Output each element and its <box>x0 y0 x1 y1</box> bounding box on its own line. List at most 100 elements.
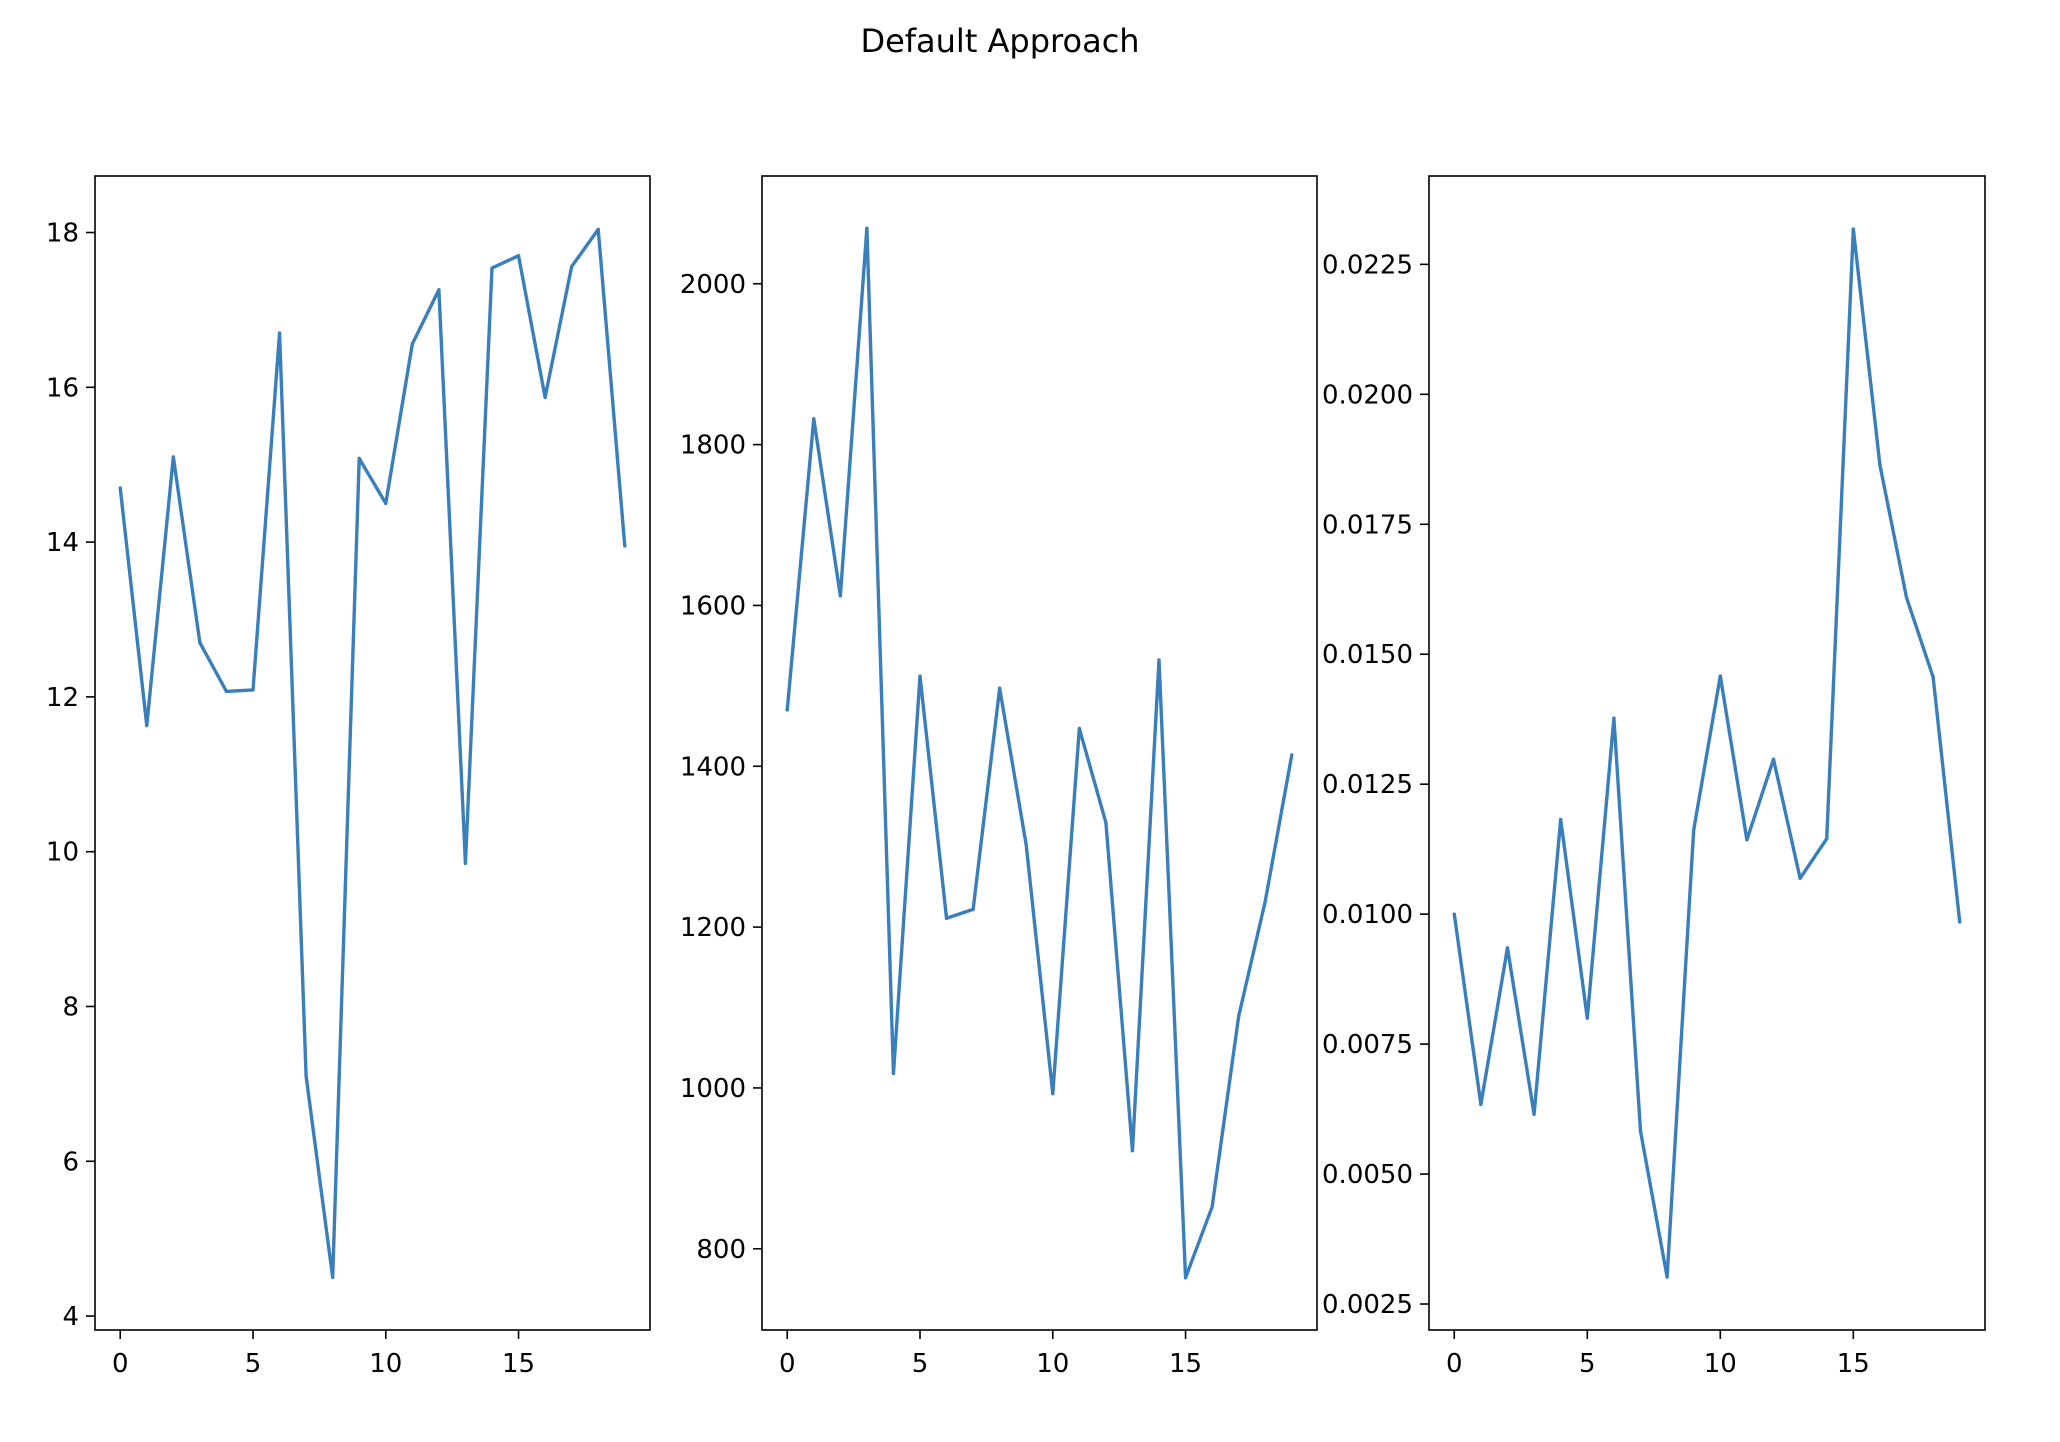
y-tick-label: 2000 <box>680 270 746 300</box>
y-tick-label: 16 <box>46 373 79 403</box>
data-point <box>569 264 574 269</box>
data-point <box>1771 757 1776 761</box>
y-tick-label: 18 <box>46 219 79 249</box>
subplot-1: 0 5 10 15 4 6 8 10 12 14 16 18 <box>46 175 651 1379</box>
x-tick-label: 0 <box>112 1349 129 1379</box>
data-point <box>918 674 922 678</box>
data-point <box>224 689 229 694</box>
data-point <box>490 266 494 270</box>
data-point <box>971 907 975 912</box>
y-tick-label: 0.0125 <box>1322 770 1413 800</box>
data-point <box>785 708 789 712</box>
x-tick-label: 15 <box>502 1349 535 1379</box>
y-tick-label: 0.0075 <box>1322 1030 1413 1060</box>
data-point <box>1665 1275 1669 1279</box>
data-point <box>516 254 521 258</box>
y-tick-label: 1600 <box>680 591 746 621</box>
data-point <box>1130 1148 1135 1153</box>
data-point <box>1051 1091 1055 1096</box>
data-point <box>1263 899 1267 904</box>
data-point <box>384 501 388 506</box>
y-tick-label: 14 <box>46 528 79 558</box>
subplot-3: 0 5 10 15 0.0025 0.0050 0.0075 0.0100 0.0125 0.01… <box>1322 175 1986 1379</box>
y-tick-label: 0.0225 <box>1322 250 1413 280</box>
y-tick-label: 1800 <box>680 431 746 461</box>
data-point <box>1236 1014 1241 1019</box>
x-tick-label: 0 <box>1446 1349 1463 1379</box>
data-point <box>1745 838 1749 842</box>
y-tick-label: 0.0100 <box>1322 900 1413 930</box>
suptitle: Default Approach <box>860 22 1139 60</box>
data-point <box>1878 463 1882 467</box>
x-tick-label: 10 <box>1704 1349 1737 1379</box>
y-tick-label: 0.0200 <box>1322 380 1413 410</box>
data-point <box>1931 675 1935 679</box>
data-point <box>944 916 949 920</box>
y-tick-label: 1000 <box>680 1074 746 1104</box>
y-tick-label: 800 <box>696 1235 746 1265</box>
data-point <box>812 417 816 421</box>
x-tick-label: 15 <box>1837 1349 1870 1379</box>
data-point <box>1452 912 1456 916</box>
y-tick-label: 1400 <box>680 752 746 782</box>
data-point <box>437 288 441 292</box>
data-point <box>1692 828 1696 832</box>
data-point <box>1612 716 1616 720</box>
data-point <box>1479 1102 1483 1107</box>
data-point <box>118 486 122 490</box>
data-point <box>623 544 627 548</box>
y-tick-label: 0.0050 <box>1322 1160 1413 1190</box>
data-point <box>1798 876 1802 880</box>
x-tick-label: 5 <box>1579 1349 1596 1379</box>
series-line <box>1452 227 1962 1279</box>
data-point <box>865 226 869 230</box>
data-point <box>251 688 255 692</box>
x-tick-label: 10 <box>1036 1349 1069 1379</box>
data-point <box>463 861 468 865</box>
data-point <box>1077 726 1082 731</box>
y-tick-label: 6 <box>62 1147 79 1177</box>
data-point <box>1210 1205 1214 1209</box>
data-point <box>543 395 547 400</box>
y-tick-label: 1200 <box>680 913 746 943</box>
data-point <box>1558 817 1563 822</box>
y-tick-label: 4 <box>62 1302 79 1332</box>
data-point <box>1851 227 1856 231</box>
y-tick-label: 10 <box>46 838 79 868</box>
x-tick-label: 5 <box>245 1349 262 1379</box>
x-tick-label: 15 <box>1169 1349 1202 1379</box>
x-tick-label: 0 <box>779 1349 796 1379</box>
x-tick-label: 10 <box>369 1349 402 1379</box>
data-point <box>277 331 282 335</box>
data-point <box>357 456 361 461</box>
data-point <box>145 723 149 728</box>
axes-frame <box>94 175 651 1331</box>
y-tick-label: 0.0175 <box>1322 510 1413 540</box>
y-tick-label: 0.0025 <box>1322 1290 1413 1320</box>
data-point <box>1532 1112 1536 1116</box>
data-point <box>838 594 843 598</box>
y-tick-label: 12 <box>46 683 79 713</box>
data-point <box>1718 674 1723 678</box>
subplot-2: 0 5 10 15 800 1000 1200 1400 1600 1800 2000 <box>680 175 1318 1379</box>
data-point <box>1290 753 1294 757</box>
data-point <box>198 641 202 645</box>
axes-frame <box>1428 175 1986 1331</box>
y-tick-label: 0.0150 <box>1322 640 1413 670</box>
series-line <box>785 226 1294 1280</box>
data-point <box>596 227 600 232</box>
data-point <box>1585 1016 1589 1020</box>
subplots: 0 5 10 15 4 6 8 10 12 14 16 18 0 5 10 15 800 1000 1200 1400… <box>46 175 1986 1379</box>
data-point <box>1104 820 1108 825</box>
data-point <box>1904 595 1909 600</box>
data-point <box>1825 837 1829 841</box>
data-point <box>1024 843 1028 847</box>
data-point <box>1505 946 1510 950</box>
series-line <box>118 227 627 1280</box>
data-point <box>171 455 176 459</box>
data-point <box>1958 920 1962 924</box>
data-point <box>410 342 415 346</box>
data-point <box>891 1071 896 1076</box>
data-point <box>1183 1276 1188 1280</box>
